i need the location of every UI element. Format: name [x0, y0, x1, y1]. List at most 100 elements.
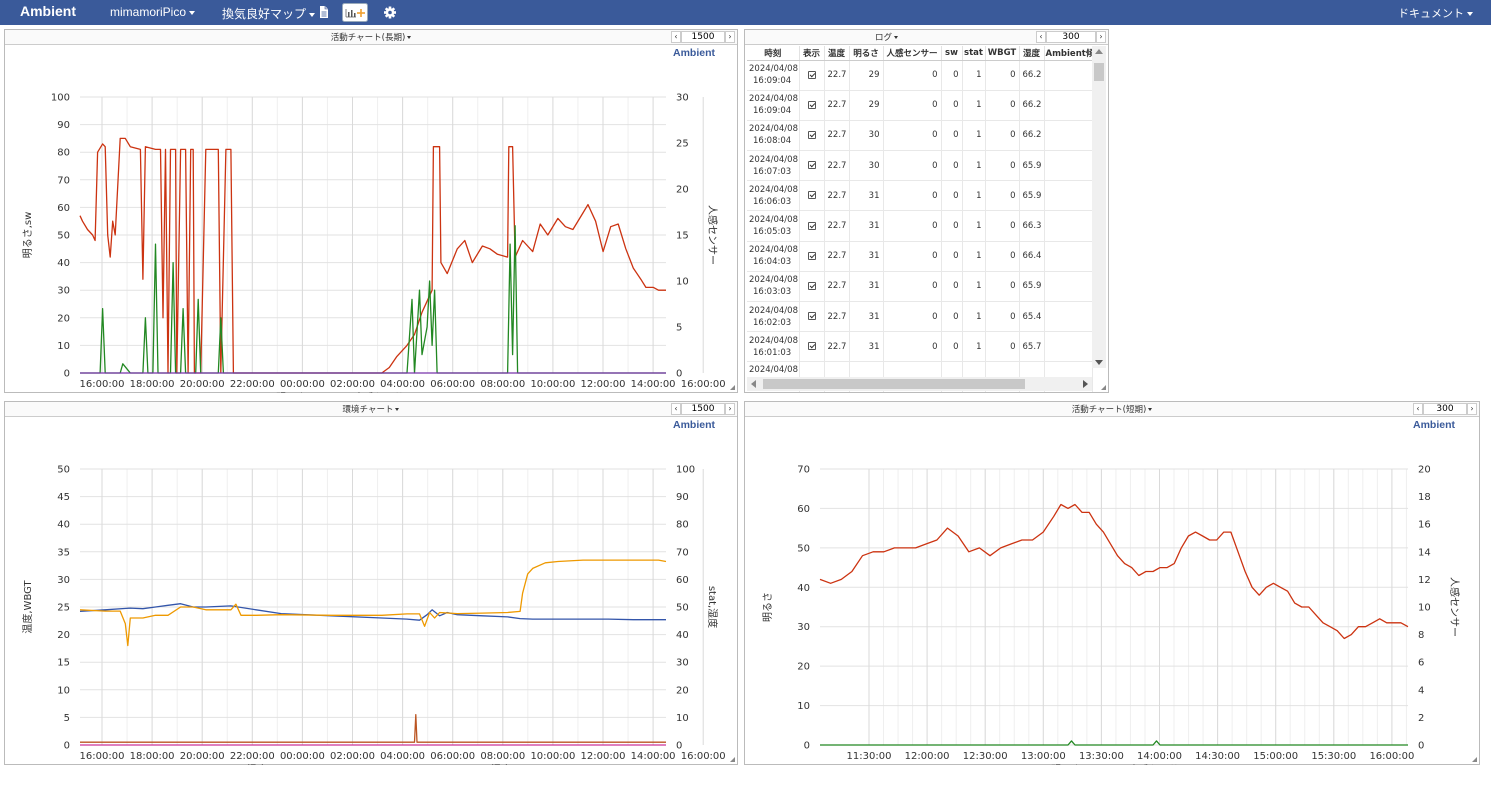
ventilation-map-menu[interactable]: 換気良好マップ — [222, 5, 316, 22]
panel-header: 活動チャート(短期) ‹ › — [745, 402, 1479, 417]
col-header-wbgt[interactable]: WBGT — [985, 46, 1020, 61]
chevron-down-icon — [189, 10, 196, 15]
add-chart-icon[interactable] — [342, 3, 368, 22]
legend-item-label[interactable]: 湿度 — [491, 763, 511, 765]
col-header-motion[interactable]: 人感センサー — [883, 46, 942, 61]
panel-title-text: 環境チャート — [342, 405, 394, 415]
checkbox-checked-icon[interactable] — [807, 312, 816, 321]
log-row[interactable]: 2024/04/08 16:07:03 22.7 30 0 0 1 0 65.9 — [747, 150, 1093, 182]
prev-page-button[interactable]: ‹ — [1413, 403, 1423, 415]
col-header-temp[interactable]: 温度 — [824, 46, 850, 61]
checkbox-checked-icon[interactable] — [807, 70, 816, 79]
next-page-button[interactable]: › — [1096, 31, 1106, 43]
resize-handle[interactable] — [730, 385, 735, 390]
log-stat-cell: 1 — [962, 301, 986, 333]
checkbox-checked-icon[interactable] — [807, 251, 816, 260]
checkbox-checked-icon[interactable] — [807, 100, 816, 109]
log-row[interactable]: 2024/04/08 16:08:04 22.7 30 0 0 1 0 66.2 — [747, 120, 1093, 152]
scroll-up-icon[interactable] — [1095, 49, 1103, 54]
resize-handle[interactable] — [730, 757, 735, 762]
log-show-cell[interactable] — [799, 331, 825, 363]
panel-title-menu[interactable]: 活動チャート(長期) — [5, 31, 737, 43]
panel-title-menu[interactable]: 活動チャート(短期) — [745, 403, 1479, 415]
y-tick-right: 0 — [676, 741, 682, 752]
scroll-down-icon[interactable] — [1095, 360, 1103, 365]
x-tick-label: 13:30:00 — [1079, 751, 1124, 762]
log-horizontal-scrollbar[interactable] — [747, 377, 1092, 391]
ambient-brand-tag: Ambient — [673, 47, 715, 59]
log-motion-cell: 0 — [883, 120, 942, 152]
log-show-cell[interactable] — [799, 120, 825, 152]
log-row[interactable]: 2024/04/08 16:01:03 22.7 31 0 0 1 0 65.7 — [747, 331, 1093, 363]
checkbox-checked-icon[interactable] — [807, 191, 816, 200]
checkbox-checked-icon[interactable] — [807, 281, 816, 290]
panel-title-menu[interactable]: 環境チャート — [5, 403, 737, 415]
log-wbgt-cell: 0 — [985, 120, 1020, 152]
log-row[interactable]: 2024/04/08 16:04:03 22.7 31 0 0 1 0 66.4 — [747, 241, 1093, 272]
data-count-input[interactable] — [1046, 31, 1096, 43]
legend-item-label[interactable]: 人感センサー — [1129, 763, 1189, 765]
log-row[interactable]: 2024/04/08 16:05:03 22.7 31 0 0 1 0 66.3 — [747, 210, 1093, 242]
log-show-cell[interactable] — [799, 210, 825, 242]
x-tick-label: 18:00:00 — [130, 751, 175, 762]
log-wbgt-cell: 0 — [985, 271, 1020, 303]
log-row[interactable]: 2024/04/08 16:03:03 22.7 31 0 0 1 0 65.9 — [747, 271, 1093, 303]
prev-page-button[interactable]: ‹ — [671, 31, 681, 43]
legend-item-label[interactable]: 温度 — [247, 763, 267, 765]
data-count-input[interactable] — [1423, 403, 1467, 415]
docs-menu[interactable]: ドキュメント — [1398, 5, 1473, 21]
checkbox-checked-icon[interactable] — [807, 221, 816, 230]
col-header-time[interactable]: 時刻 — [747, 46, 800, 61]
log-show-cell[interactable] — [799, 301, 825, 333]
checkbox-checked-icon[interactable] — [807, 130, 816, 139]
prev-page-button[interactable]: ‹ — [671, 403, 681, 415]
next-page-button[interactable]: › — [725, 31, 735, 43]
col-header-sw[interactable]: sw — [941, 46, 963, 61]
prev-page-button[interactable]: ‹ — [1036, 31, 1046, 43]
col-header-ambient-tilt[interactable]: Ambient傾き — [1044, 46, 1093, 61]
checkbox-checked-icon[interactable] — [807, 342, 816, 351]
resize-handle[interactable] — [1472, 757, 1477, 762]
log-vertical-scrollbar[interactable] — [1092, 46, 1106, 368]
log-motion-cell: 0 — [883, 331, 942, 363]
brand-logo[interactable]: Ambient — [20, 3, 76, 19]
col-header-light[interactable]: 明るさ — [849, 46, 884, 61]
scroll-right-icon[interactable] — [1083, 380, 1088, 388]
log-show-cell[interactable] — [799, 150, 825, 182]
legend-item-label[interactable]: 明るさ — [276, 392, 306, 393]
col-header-show[interactable]: 表示 — [799, 46, 825, 61]
y-tick-right: 10 — [676, 713, 689, 724]
log-show-cell[interactable] — [799, 271, 825, 303]
log-row[interactable]: 2024/04/08 16:09:04 22.7 29 0 0 1 0 66.2 — [747, 90, 1093, 121]
document-icon[interactable] — [318, 3, 330, 22]
log-ambient-tilt-cell — [1044, 210, 1093, 242]
log-date: 2024/04/08 — [749, 275, 798, 286]
gear-icon[interactable] — [383, 3, 397, 22]
log-row[interactable]: 2024/04/08 16:09:04 22.7 29 0 0 1 0 66.2 — [747, 60, 1093, 91]
log-row[interactable]: 2024/04/08 16:06:03 22.7 31 0 0 1 0 65.9 — [747, 180, 1093, 212]
data-count-input[interactable] — [681, 31, 725, 43]
legend-item-label[interactable]: 人感センサー — [354, 391, 414, 393]
col-header-stat[interactable]: stat — [962, 46, 986, 61]
scroll-thumb[interactable] — [1094, 63, 1104, 81]
log-show-cell[interactable] — [799, 90, 825, 121]
log-temp-cell: 22.7 — [824, 271, 850, 303]
scroll-left-icon[interactable] — [751, 380, 756, 388]
resize-handle[interactable] — [1101, 385, 1106, 390]
col-header-humidity[interactable]: 湿度 — [1019, 46, 1045, 61]
next-page-button[interactable]: › — [1467, 403, 1477, 415]
log-row[interactable]: 2024/04/08 16:02:03 22.7 31 0 0 1 0 65.4 — [747, 301, 1093, 333]
log-show-cell[interactable] — [799, 60, 825, 91]
x-tick-label: 12:00:00 — [905, 751, 950, 762]
next-page-button[interactable]: › — [725, 403, 735, 415]
panel-title-menu[interactable]: ログ — [745, 31, 1028, 43]
data-count-input[interactable] — [681, 403, 725, 415]
device-menu[interactable]: mimamoriPico — [110, 5, 196, 19]
scroll-thumb[interactable] — [763, 379, 1025, 389]
legend-item-label[interactable]: 明るさ — [1051, 764, 1081, 765]
log-show-cell[interactable] — [799, 180, 825, 212]
checkbox-checked-icon[interactable] — [807, 161, 816, 170]
x-tick-label: 08:00:00 — [480, 751, 525, 762]
log-show-cell[interactable] — [799, 241, 825, 272]
log-stat-cell: 1 — [962, 271, 986, 303]
